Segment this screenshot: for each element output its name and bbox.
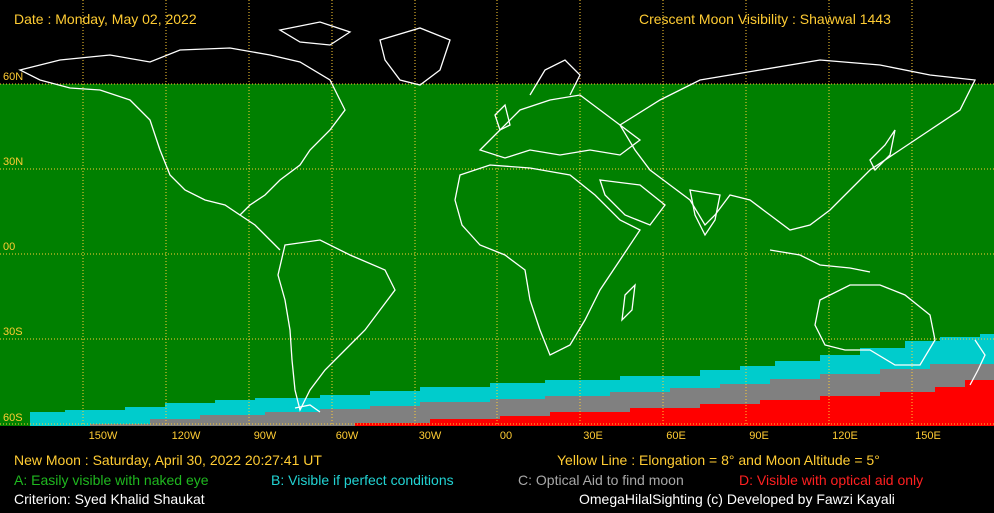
credit-label: OmegaHilalSighting (c) Developed by Fawz… — [579, 491, 895, 507]
lon-label-60e: 60E — [666, 430, 686, 442]
new-moon-label: New Moon : Saturday, April 30, 2022 20:2… — [14, 452, 322, 468]
lon-label-120w: 120W — [171, 430, 201, 442]
lon-label-30e: 30E — [583, 430, 603, 442]
lat-label-30n: 30N — [3, 156, 24, 168]
legend-d: D: Visible with optical aid only — [739, 472, 924, 488]
coastlines — [18, 21, 986, 413]
legend-c: C: Optical Aid to find moon — [518, 472, 684, 488]
yellow-line-label: Yellow Line : Elongation = 8° and Moon A… — [557, 452, 880, 468]
lon-label-90w: 90W — [253, 430, 277, 442]
visibility-zone-d — [355, 380, 994, 426]
map-title: Crescent Moon Visibility : Shawwal 1443 — [639, 11, 891, 27]
lat-label-60s: 60S — [3, 412, 23, 424]
lon-label-90e: 90E — [749, 430, 769, 442]
lat-label-30s: 30S — [3, 326, 23, 338]
legend-b: B: Visible if perfect conditions — [271, 472, 454, 488]
lon-label-120e: 120E — [832, 430, 858, 442]
lon-label-00: 00 — [499, 430, 513, 442]
graticule — [0, 0, 994, 426]
lon-label-150w: 150W — [88, 430, 118, 442]
date-label: Date : Monday, May 02, 2022 — [14, 11, 197, 27]
lat-label-00: 00 — [3, 241, 16, 253]
lon-label-150e: 150E — [915, 430, 941, 442]
lon-label-30w: 30W — [418, 430, 442, 442]
legend-a: A: Easily visible with naked eye — [14, 472, 209, 488]
lat-label-60n: 60N — [3, 71, 24, 83]
criterion-label: Criterion: Syed Khalid Shaukat — [14, 491, 205, 507]
lon-label-60w: 60W — [335, 430, 359, 442]
